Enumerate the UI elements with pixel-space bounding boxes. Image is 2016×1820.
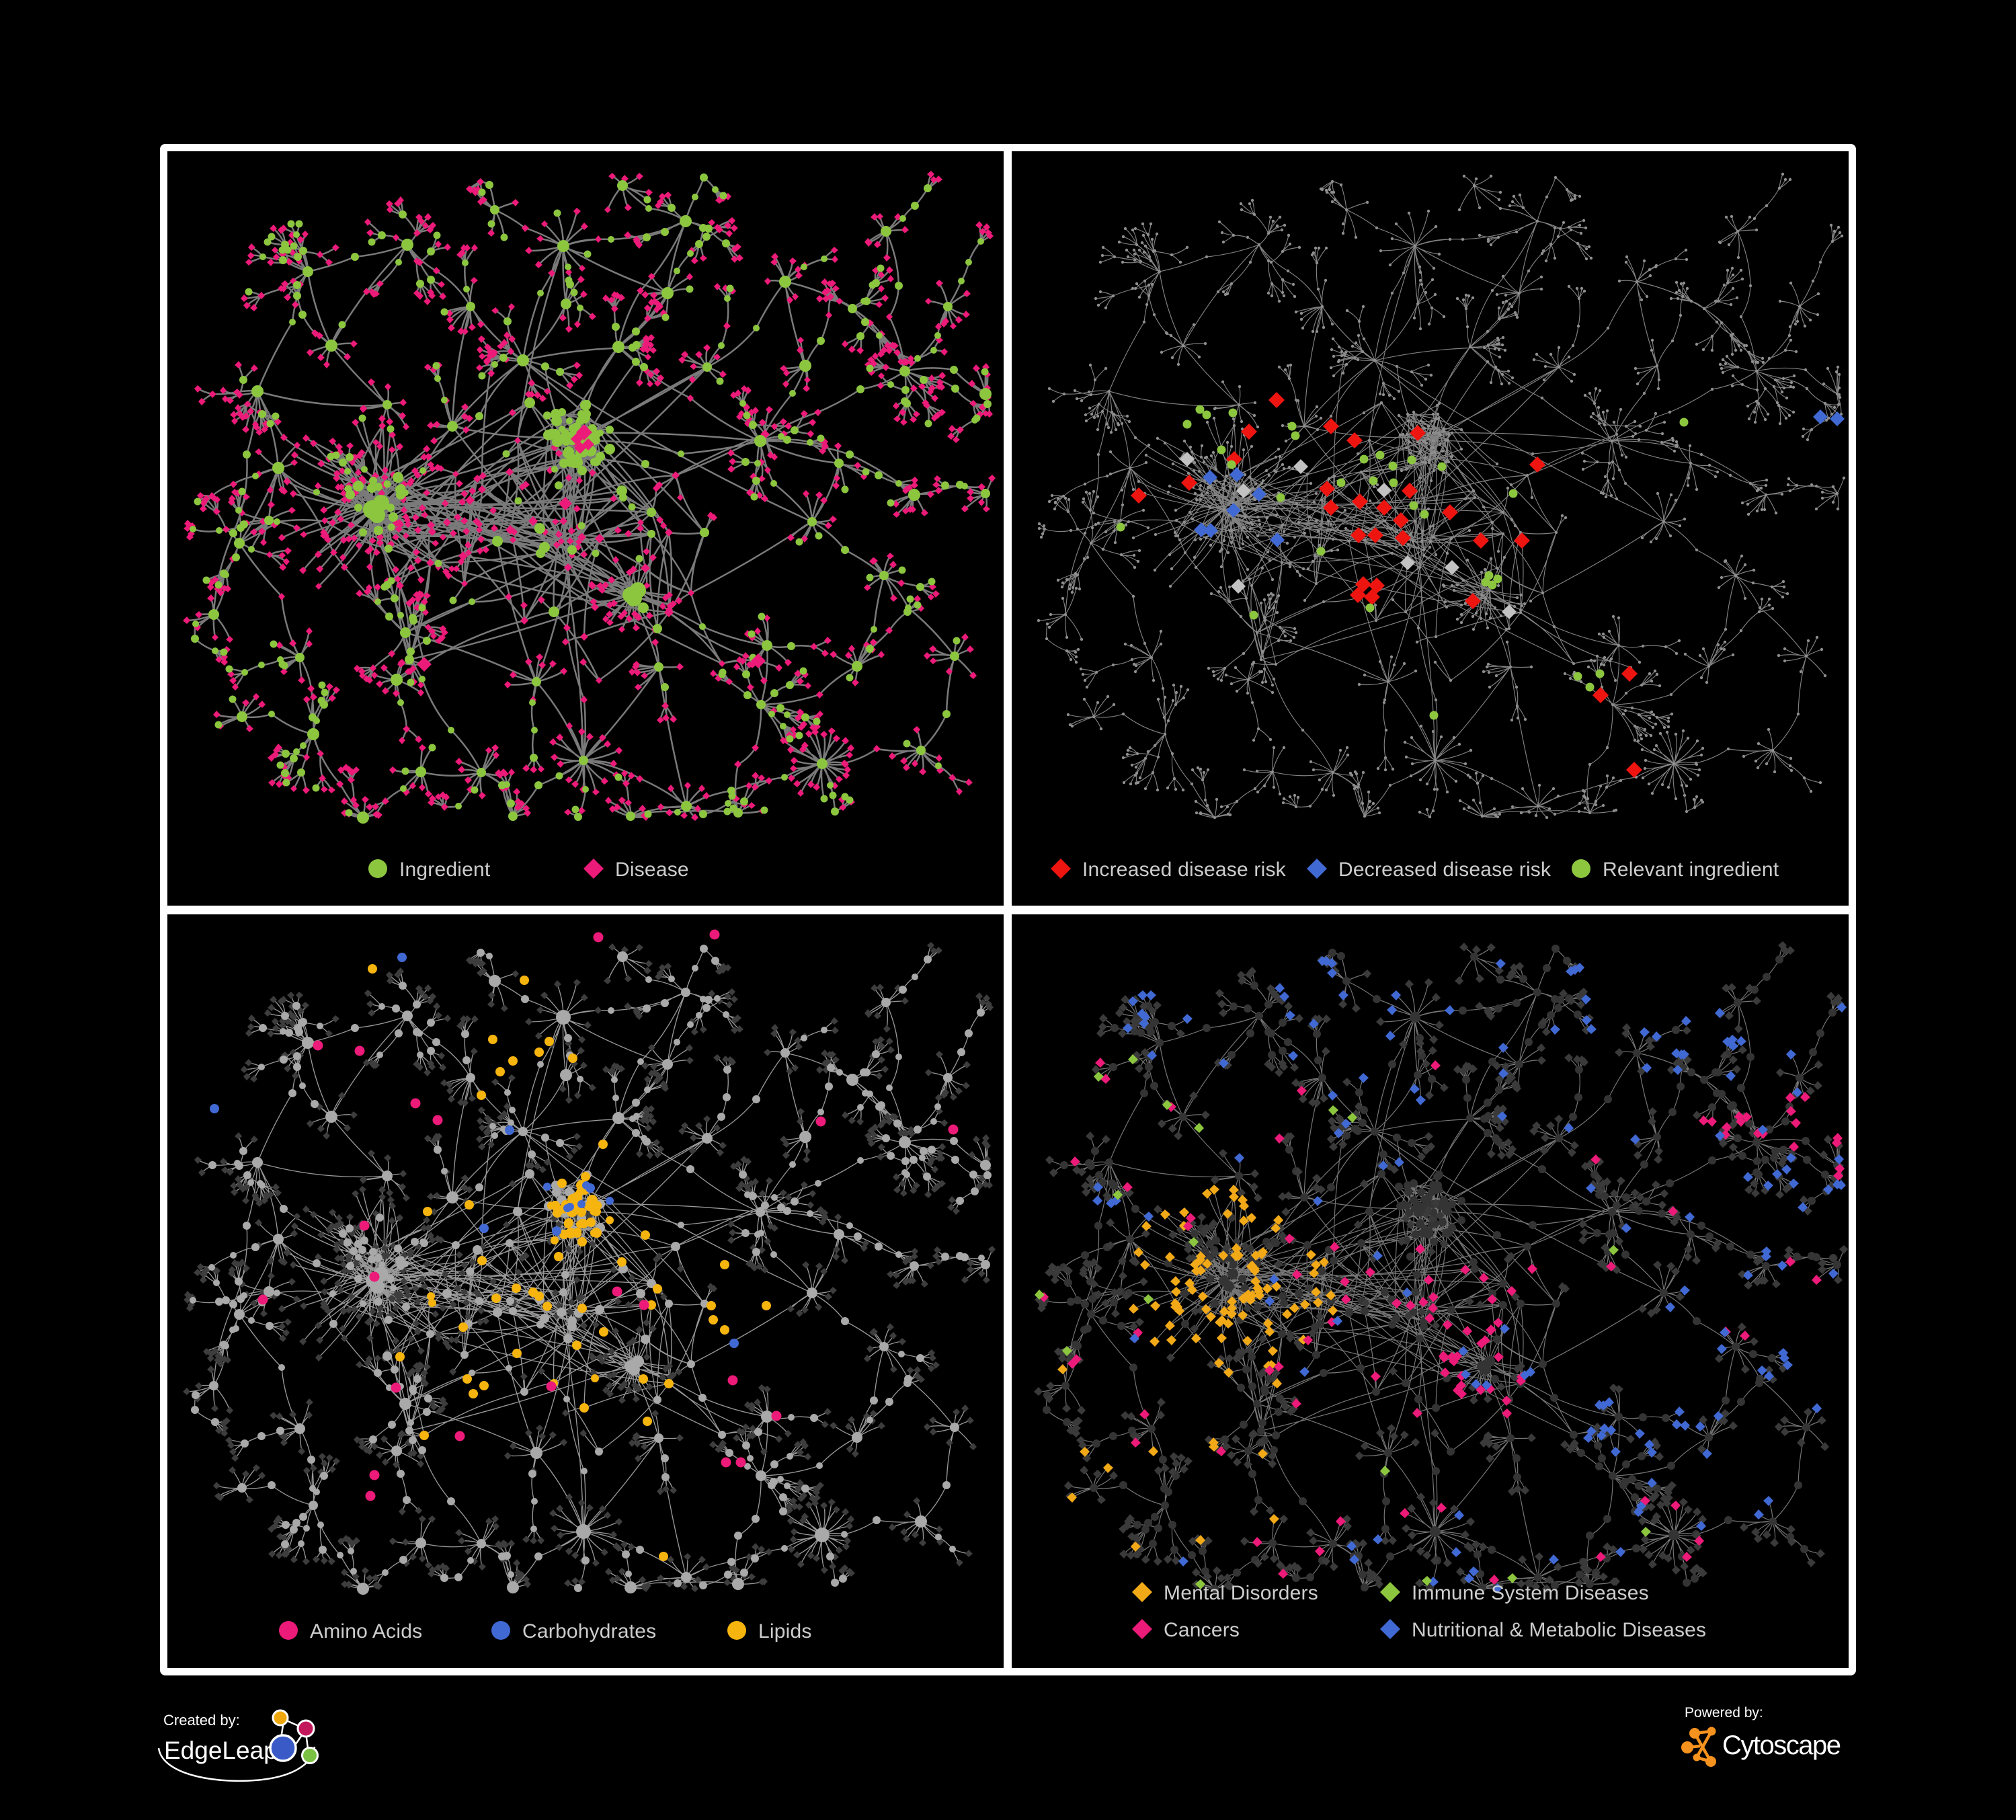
svg-text:Relevant ingredient: Relevant ingredient (1603, 859, 1779, 881)
svg-text:Created by:: Created by: (163, 1712, 240, 1729)
svg-text:Lipids: Lipids (758, 1620, 812, 1643)
svg-text:Immune System Diseases: Immune System Diseases (1412, 1582, 1649, 1604)
svg-text:Disease: Disease (615, 859, 689, 881)
svg-text:Mental Disorders: Mental Disorders (1164, 1582, 1318, 1604)
svg-text:Ingredient: Ingredient (399, 859, 491, 881)
svg-text:Nutritional & Metabolic Diseas: Nutritional & Metabolic Diseases (1412, 1619, 1706, 1641)
svg-text:EdgeLeap: EdgeLeap (164, 1737, 278, 1764)
svg-text:Powered by:: Powered by: (1685, 1705, 1763, 1720)
svg-text:Amino Acids: Amino Acids (310, 1620, 422, 1643)
svg-text:Cytoscape: Cytoscape (1722, 1731, 1841, 1760)
svg-text:Increased disease risk: Increased disease risk (1082, 859, 1287, 881)
svg-text:Decreased disease risk: Decreased disease risk (1338, 859, 1551, 881)
svg-text:Cancers: Cancers (1164, 1619, 1240, 1641)
svg-text:Carbohydrates: Carbohydrates (522, 1620, 656, 1643)
